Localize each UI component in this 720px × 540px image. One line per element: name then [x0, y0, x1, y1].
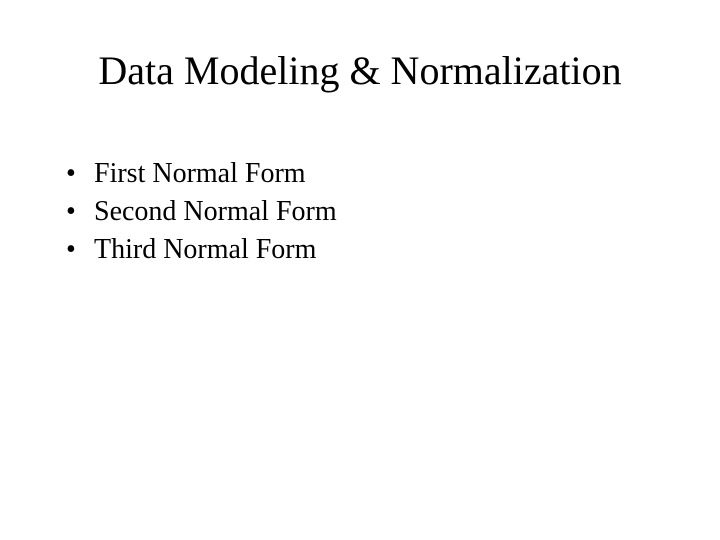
bullet-text: Second Normal Form [94, 193, 660, 231]
bullet-icon: • [60, 231, 94, 269]
bullet-icon: • [60, 193, 94, 231]
list-item: • First Normal Form [60, 155, 660, 193]
bullet-icon: • [60, 155, 94, 193]
bullet-text: Third Normal Form [94, 231, 660, 269]
slide-title: Data Modeling & Normalization [0, 48, 720, 94]
list-item: • Third Normal Form [60, 231, 660, 269]
slide: Data Modeling & Normalization • First No… [0, 0, 720, 540]
slide-body: • First Normal Form • Second Normal Form… [60, 155, 660, 268]
bullet-text: First Normal Form [94, 155, 660, 193]
list-item: • Second Normal Form [60, 193, 660, 231]
